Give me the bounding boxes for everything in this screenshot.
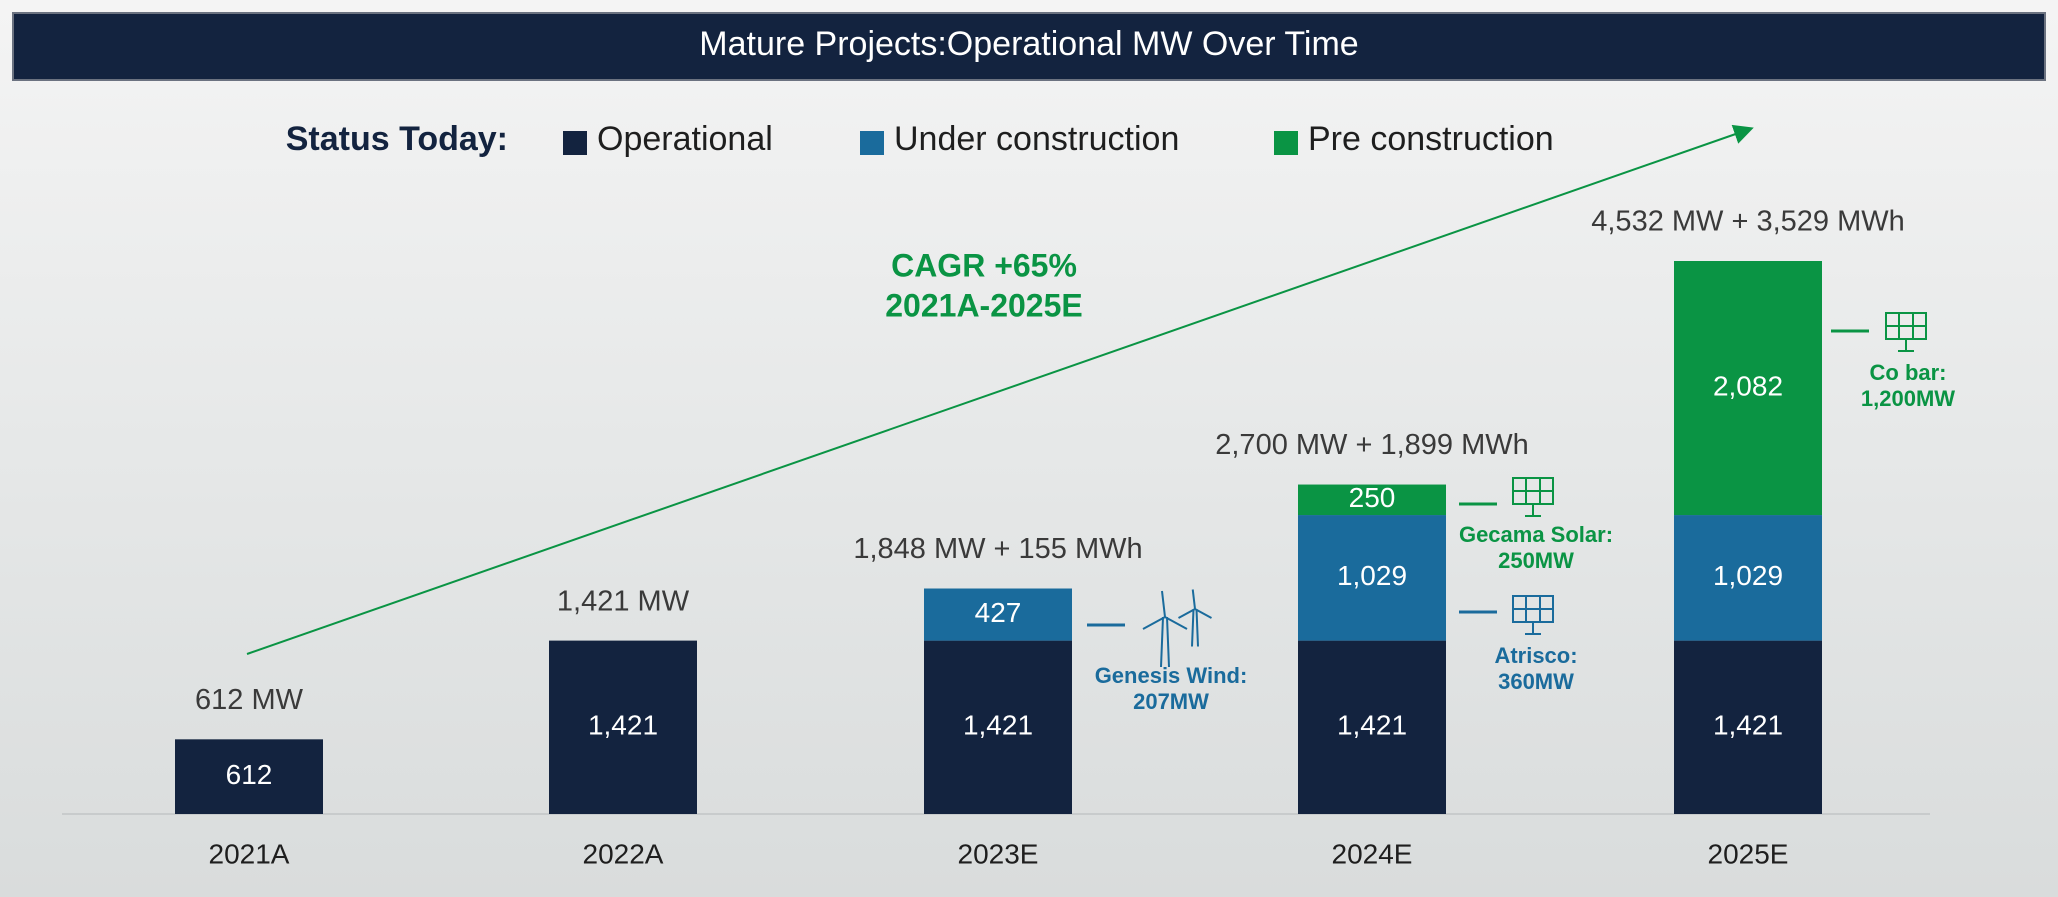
bar-value-label: 1,421 bbox=[1713, 710, 1783, 741]
x-tick-label: 2024E bbox=[1332, 838, 1413, 869]
legend-swatch bbox=[860, 131, 884, 155]
bar-value-label: 427 bbox=[975, 597, 1022, 628]
bar-value-label: 1,421 bbox=[1337, 710, 1407, 741]
chart-title: Mature Projects:Operational MW Over Time bbox=[699, 25, 1358, 63]
bar-value-label: 1,029 bbox=[1713, 560, 1783, 591]
bar-value-label: 1,029 bbox=[1337, 560, 1407, 591]
chart: Mature Projects:Operational MW Over Time… bbox=[0, 0, 2058, 897]
legend-label: Pre construction bbox=[1308, 120, 1554, 158]
x-tick-label: 2021A bbox=[209, 838, 290, 869]
callout-label: Co bar: bbox=[1870, 360, 1947, 385]
callout-label: Atrisco: bbox=[1494, 643, 1577, 668]
callout-label: 250MW bbox=[1498, 548, 1574, 573]
callout-label: Genesis Wind: bbox=[1095, 663, 1248, 688]
x-tick-label: 2022A bbox=[583, 838, 664, 869]
total-label: 1,848 MW + 155 MWh bbox=[853, 533, 1142, 565]
total-label: 1,421 MW bbox=[557, 585, 690, 617]
bar-value-label: 250 bbox=[1349, 482, 1396, 513]
cagr-label: CAGR +65% bbox=[891, 247, 1077, 283]
bar-value-label: 1,421 bbox=[588, 710, 658, 741]
x-tick-label: 2025E bbox=[1708, 838, 1789, 869]
total-label: 4,532 MW + 3,529 MWh bbox=[1591, 206, 1905, 238]
x-tick-label: 2023E bbox=[958, 838, 1039, 869]
total-label: 2,700 MW + 1,899 MWh bbox=[1215, 429, 1529, 461]
legend-label: Under construction bbox=[894, 120, 1179, 158]
total-label: 612 MW bbox=[195, 684, 304, 716]
cagr-label: 2021A-2025E bbox=[885, 287, 1082, 323]
legend-swatch bbox=[1274, 131, 1298, 155]
legend-label: Operational bbox=[597, 120, 773, 158]
bar-value-label: 1,421 bbox=[963, 710, 1033, 741]
callout-label: Gecama Solar: bbox=[1459, 522, 1613, 547]
callout-label: 207MW bbox=[1133, 689, 1209, 714]
bar-value-label: 2,082 bbox=[1713, 370, 1783, 401]
bar-value-label: 612 bbox=[226, 759, 273, 790]
callout-label: 1,200MW bbox=[1861, 386, 1955, 411]
page: {"chart_data": { "type": "stacked_bar", … bbox=[0, 0, 2058, 897]
callout-label: 360MW bbox=[1498, 669, 1574, 694]
legend-swatch bbox=[563, 131, 587, 155]
legend-title: Status Today: bbox=[286, 120, 508, 158]
